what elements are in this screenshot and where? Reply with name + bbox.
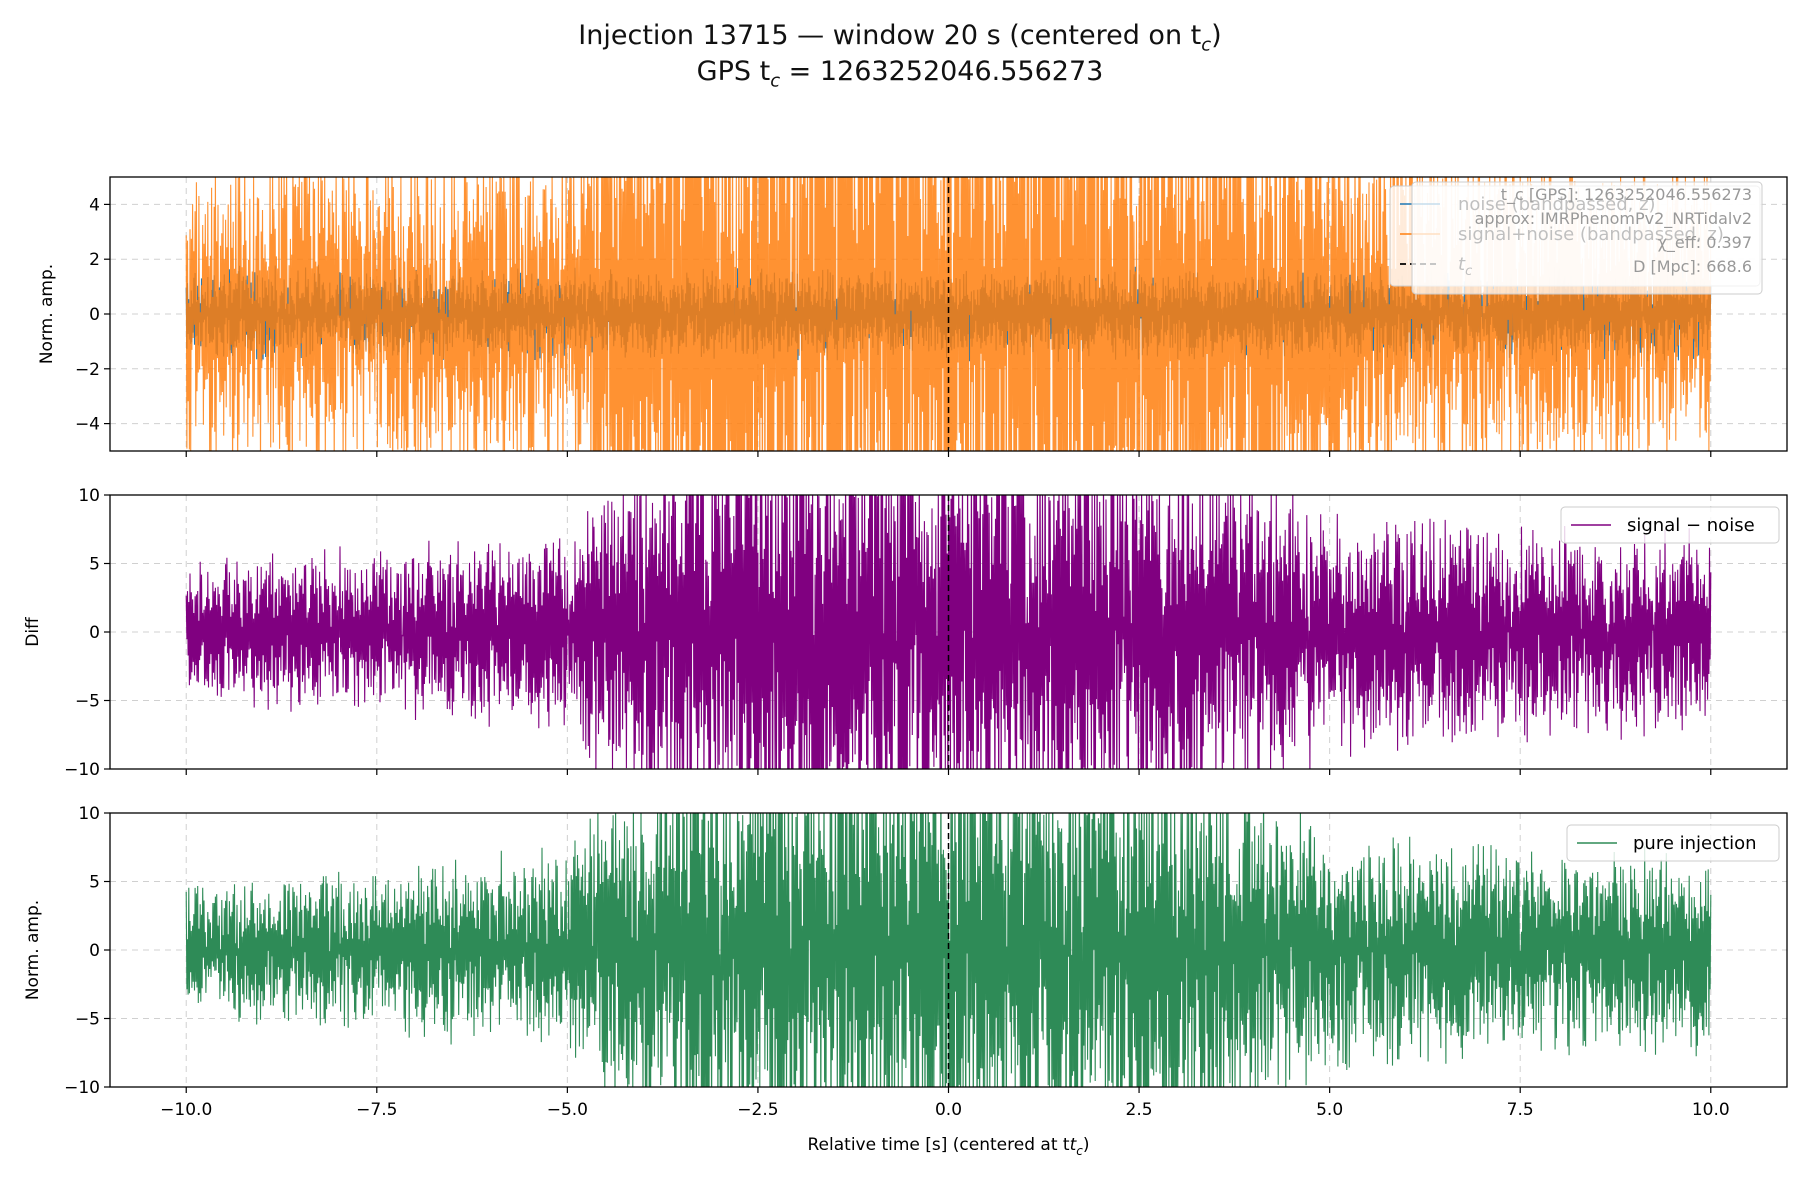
x-tick-label: 0.0 — [935, 1100, 962, 1120]
chart-title-line-1: Injection 13715 — window 20 s (centered … — [578, 20, 1222, 56]
x-tick-label: −2.5 — [737, 1100, 778, 1120]
x-tick: 2.5 — [1126, 1087, 1153, 1120]
y-tick: 0 — [89, 941, 110, 961]
y-tick-label: −4 — [75, 415, 100, 435]
y-tick: −10 — [64, 760, 110, 780]
y-tick-label: 0 — [89, 623, 100, 643]
info-box: t_c [GPS]: 1263252046.556273 approx: IMRP… — [1411, 181, 1763, 295]
y-axis-label: Norm. amp. — [23, 900, 43, 1000]
chart-title-line-2: GPS tc = 1263252046.556273 — [696, 56, 1104, 92]
x-tick: −2.5 — [737, 1087, 779, 1120]
x-tick-label: −7.5 — [356, 1100, 397, 1120]
y-tick-label: 5 — [89, 873, 100, 893]
y-tick-label: 0 — [89, 941, 100, 961]
y-tick: 2 — [89, 250, 110, 270]
x-tick: −10.0 — [160, 1087, 212, 1120]
x-tick: 7.5 — [1507, 1087, 1534, 1120]
y-tick-label: 4 — [89, 195, 100, 215]
y-tick-label: −5 — [75, 692, 100, 712]
x-tick: 0.0 — [935, 1087, 962, 1120]
y-axis-label: Diff — [23, 616, 43, 647]
y-axis-label: Norm. amp. — [37, 264, 57, 364]
info-box-frame — [1411, 181, 1763, 295]
y-tick: 10 — [78, 804, 110, 824]
x-tick-label: 2.5 — [1126, 1100, 1153, 1120]
x-tick-label: 10.0 — [1692, 1100, 1730, 1120]
y-tick-label: 2 — [89, 250, 100, 270]
x-tick: 10.0 — [1692, 1087, 1730, 1120]
y-tick: −5 — [75, 1010, 110, 1030]
x-tick: 5.0 — [1316, 1087, 1343, 1120]
x-tick-label: 5.0 — [1316, 1100, 1343, 1120]
x-tick-label: 7.5 — [1507, 1100, 1534, 1120]
x-tick-label: −10.0 — [160, 1100, 212, 1120]
y-tick: 5 — [89, 873, 110, 893]
series-group — [185, 495, 1712, 769]
legend-frame — [1566, 824, 1780, 862]
info-box-line: D [Mpc]: 668.6 — [1633, 257, 1752, 276]
x-axis-label: Relative time [s] (centered at ttc) — [808, 1135, 1090, 1158]
legend-label: pure injection — [1633, 833, 1757, 854]
y-tick-label: −2 — [75, 360, 100, 380]
x-tick: −5.0 — [547, 1087, 588, 1120]
y-tick-label: −10 — [64, 1078, 100, 1098]
y-tick: 0 — [89, 305, 110, 325]
y-tick-label: 10 — [78, 486, 100, 506]
y-tick-label: −5 — [75, 1010, 100, 1030]
legend: pure injection — [1566, 824, 1780, 862]
x-tick: −7.5 — [356, 1087, 397, 1120]
y-tick-label: 5 — [89, 555, 100, 575]
info-box-line: t_c [GPS]: 1263252046.556273 — [1501, 185, 1752, 205]
y-tick-label: −10 — [64, 760, 100, 780]
info-box-line: χ_eff: 0.397 — [1658, 233, 1752, 253]
y-tick: −4 — [75, 415, 110, 435]
panel-middle: −10 −5 0 5 10 Diff signal − noise — [23, 486, 1788, 780]
series-line-signal-noise — [185, 495, 1712, 769]
y-tick: −5 — [75, 692, 110, 712]
y-tick: 0 — [89, 623, 110, 643]
legend-label: signal − noise — [1627, 515, 1755, 536]
info-box-line: approx: IMRPhenomPv2_NRTidalv2 — [1475, 209, 1752, 229]
legend-frame — [1560, 506, 1780, 544]
panel-bottom: −10 −5 0 5 10 −10.0 −7.5 −5.0 −2.5 0.0 2.5 5.0 7.5 10… — [23, 804, 1788, 1158]
y-tick: 5 — [89, 555, 110, 575]
legend: signal − noise — [1560, 506, 1780, 544]
y-tick: −10 — [64, 1078, 110, 1098]
y-tick-label: 10 — [78, 804, 100, 824]
y-tick: −2 — [75, 360, 110, 380]
y-tick-label: 0 — [89, 305, 100, 325]
y-tick: 10 — [78, 486, 110, 506]
x-tick-label: −5.0 — [547, 1100, 588, 1120]
y-tick: 4 — [89, 195, 110, 215]
